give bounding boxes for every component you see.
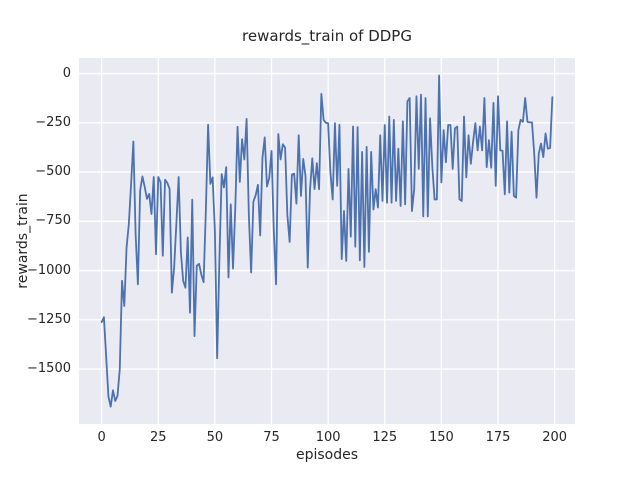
y-tick-label: −250 [35, 114, 71, 130]
x-tick-label: 200 [542, 430, 568, 445]
x-tick-label: 50 [206, 430, 224, 445]
y-tick-label: −1000 [27, 262, 71, 278]
chart-title: rewards_train of DDPG [242, 27, 412, 45]
x-tick-label: 25 [149, 430, 167, 445]
x-axis-label: episodes [295, 447, 359, 463]
x-tick-label: 0 [97, 430, 106, 445]
x-tick-label: 175 [485, 430, 511, 445]
y-tick-label: 0 [62, 65, 71, 81]
x-tick-label: 100 [315, 430, 341, 445]
series-line-rewards_train [100, 74, 554, 408]
plot-area [79, 58, 575, 424]
x-tick-label: 150 [428, 430, 454, 445]
y-tick-label: −500 [35, 164, 71, 180]
y-tick-label: −1500 [27, 361, 71, 377]
y-tick-label: −1250 [27, 311, 71, 327]
x-tick-label: 75 [263, 430, 280, 445]
x-tick-label: 125 [372, 430, 398, 445]
y-tick-label: −750 [35, 213, 71, 229]
